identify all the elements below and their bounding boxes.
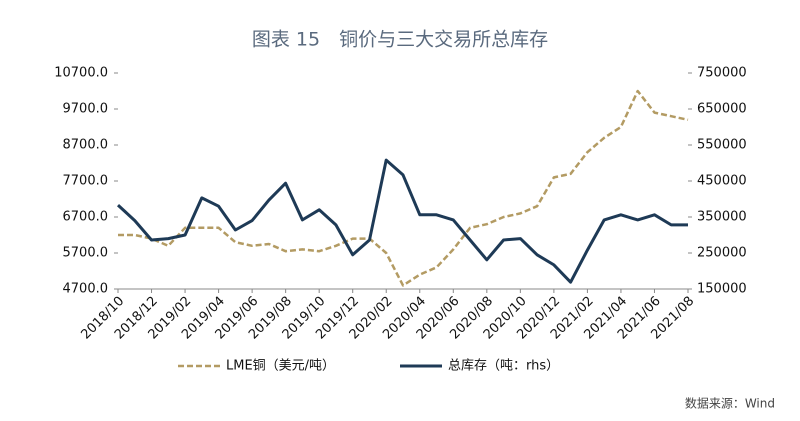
y-tick-label: 8700.0	[63, 138, 109, 153]
y2-tick-label: 750000	[697, 66, 747, 81]
source-note: 数据来源：Wind	[685, 396, 775, 411]
y2-tick-label: 250000	[697, 246, 747, 261]
y-tick-label: 7700.0	[63, 174, 109, 189]
y-tick-label: 4700.0	[63, 282, 109, 297]
y2-tick-label: 450000	[697, 174, 747, 189]
y-tick-label: 9700.0	[63, 102, 109, 117]
y-tick-label: 10700.0	[54, 66, 108, 81]
y2-tick-label: 650000	[697, 102, 747, 117]
series-line	[118, 89, 689, 287]
y2-tick-label: 550000	[697, 138, 747, 153]
y-tick-label: 6700.0	[63, 210, 109, 225]
y2-tick-label: 150000	[697, 282, 747, 297]
y-tick-label: 5700.0	[63, 246, 109, 261]
y2-tick-label: 350000	[697, 210, 747, 225]
legend-label: LME铜（美元/吨）	[226, 359, 335, 374]
legend-label: 总库存（吨：rhs）	[448, 358, 559, 374]
chart-title: 图表 15 铜价与三大交易所总库存	[252, 29, 548, 51]
series-line	[116, 158, 688, 284]
